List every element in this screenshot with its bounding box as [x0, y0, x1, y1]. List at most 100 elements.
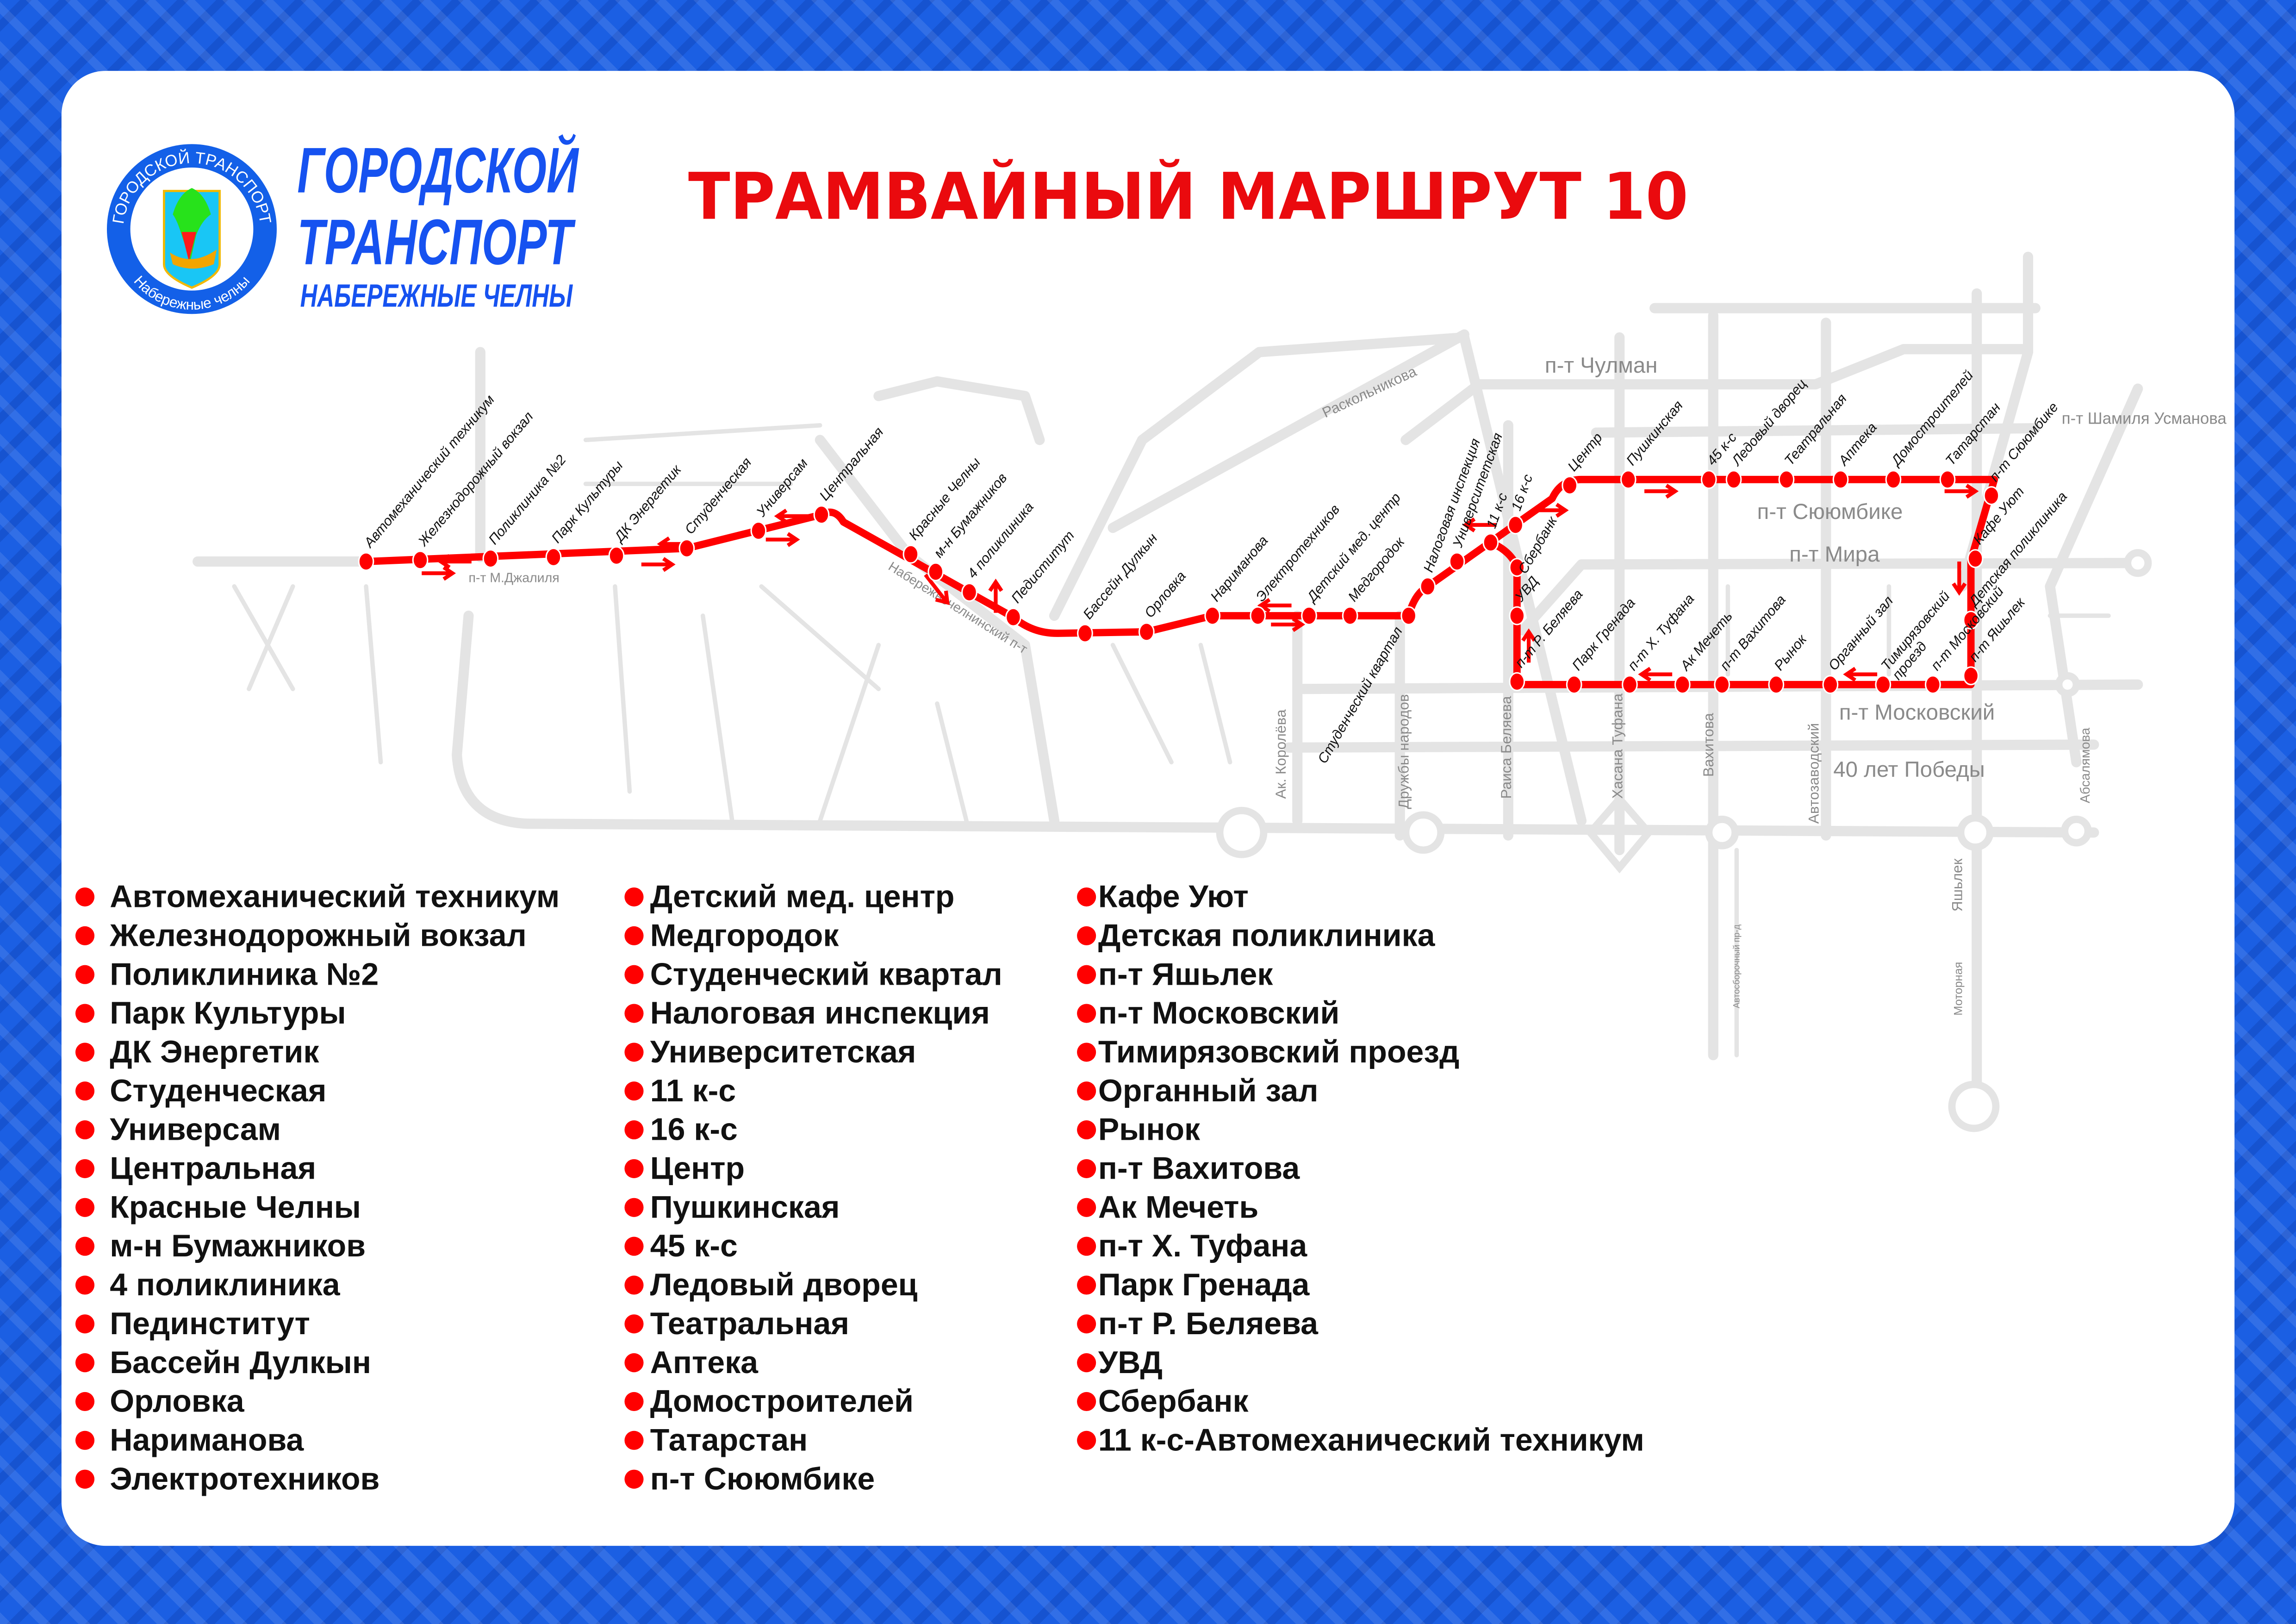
station-dot [1419, 577, 1436, 596]
legend-bullet-icon [624, 1081, 644, 1101]
legend-bullet-icon [1077, 1392, 1096, 1412]
legend-bullet-icon [1077, 1430, 1096, 1450]
direction-arrow-icon [1534, 503, 1569, 518]
station-dot [1714, 675, 1730, 694]
street-label: Хасана Туфана [1609, 693, 1626, 799]
major-street [1400, 344, 2034, 445]
station-dot [1566, 675, 1582, 694]
station-dot [1005, 607, 1021, 627]
legend-item: Студенческая [110, 1073, 326, 1108]
station-dot [1204, 606, 1221, 625]
station-dot [545, 547, 562, 567]
legend-bullet-icon [75, 1043, 95, 1062]
legend-item: Пушкинская [650, 1189, 840, 1224]
legend-item: Ак Мечеть [1098, 1189, 1258, 1224]
major-street [2045, 383, 2143, 768]
legend-item: Поликлиника №2 [110, 956, 379, 992]
legend-item: п-т Сююмбике [650, 1461, 875, 1496]
legend-item: п-т Московский [1098, 995, 1339, 1031]
station-dot [961, 582, 977, 602]
legend-item: 4 поликлиника [110, 1267, 341, 1302]
legend-item: 16 к-с [650, 1112, 738, 1147]
legend-item: Рынок [1098, 1112, 1201, 1147]
direction-arrow-icon [437, 554, 472, 569]
stops-legend: Автомеханический техникум Железнодорожный… [75, 879, 1644, 1496]
legend-item: 11 к-с-Автомеханический техникум [1098, 1422, 1644, 1457]
station-dot [608, 546, 625, 565]
brand-line-2: ТРАНСПОРТ [297, 206, 576, 278]
legend-item: Детская поликлиника [1098, 918, 1436, 953]
street-label: Дружбы народов [1395, 694, 1412, 809]
legend-bullet-icon [624, 1159, 644, 1178]
direction-arrows [422, 484, 1979, 682]
legend-item: Домостроителей [650, 1384, 914, 1419]
direction-arrow-icon [1521, 628, 1537, 663]
legend-item: 45 к-с [650, 1228, 738, 1263]
legend-bullet-icon [624, 1469, 644, 1489]
legend-bullet-icon [624, 1392, 644, 1412]
minor-street [1110, 643, 1174, 765]
legend-bullet-icon [75, 1237, 95, 1256]
legend-item: Медгородок [650, 918, 840, 953]
legend-item: ДК Энергетик [110, 1034, 319, 1069]
legend-bullet-icon [1077, 965, 1096, 984]
station-dot [927, 562, 944, 581]
direction-arrow-icon [1257, 598, 1292, 613]
legend-item: Красные Челны [110, 1189, 361, 1224]
minor-street [364, 584, 383, 765]
street-label: п-т Московский [1839, 700, 1995, 725]
logo-emblem: ГОРОДСКОЙ ТРАНСПОРТ Набережные челны [106, 144, 277, 314]
station-dot [1778, 470, 1795, 489]
direction-arrow-icon [1644, 484, 1679, 499]
legend-bullet-icon [624, 965, 644, 984]
direction-arrow-icon [765, 532, 800, 547]
legend-bullet-icon [75, 1469, 95, 1489]
station-dot [1885, 470, 1902, 489]
legend-bullet-icon [1077, 1081, 1096, 1101]
legend-item: м-н Бумажников [110, 1228, 366, 1263]
legend-item: Детский мед. центр [650, 879, 955, 914]
legend-item: Пединститут [110, 1306, 310, 1341]
legend-bullet-icon [1077, 1159, 1096, 1178]
legend-item: Автомеханический техникум [110, 879, 560, 914]
street-label: Вахитова [1700, 713, 1717, 777]
roundabout [2055, 672, 2080, 697]
station-dot [1509, 606, 1525, 625]
legend-bullet-icon [75, 926, 95, 945]
direction-arrow-icon [1271, 617, 1306, 632]
legend-bullet-icon [75, 1159, 95, 1178]
legend-bullet-icon [75, 1081, 95, 1101]
street-label: 40 лет Победы [1833, 757, 1985, 782]
direction-arrow-icon [1843, 667, 1878, 682]
minor-street [232, 584, 295, 691]
station-dot [1342, 606, 1358, 625]
legend-item: Органный зал [1098, 1073, 1319, 1108]
legend-bullet-icon [75, 887, 95, 907]
roundabout [2061, 815, 2092, 847]
legend-item: Татарстан [650, 1422, 808, 1457]
page-title: ТРАМВАЙНЫЙ МАРШРУТ 10 [688, 159, 1688, 234]
direction-arrow-icon [641, 557, 676, 572]
station-dot [1077, 624, 1093, 643]
legend-item: Железнодорожный вокзал [109, 918, 526, 953]
legend-bullet-icon [624, 887, 644, 907]
direction-arrow-icon [1462, 517, 1497, 532]
legend-item: п-т Яшьлек [1098, 956, 1273, 992]
legend-bullet-icon [624, 926, 644, 945]
legend-bullet-icon [75, 1275, 95, 1295]
station-dot [1509, 672, 1525, 691]
legend-bullet-icon [624, 1353, 644, 1373]
legend-bullet-icon [624, 1430, 644, 1450]
major-street [1591, 423, 2041, 438]
station-dot [1768, 675, 1785, 694]
station-dot [1250, 606, 1266, 625]
legend-bullet-icon [624, 1275, 644, 1295]
station-dot [1875, 675, 1892, 694]
legend-bullet-icon [1077, 1314, 1096, 1334]
legend-bullet-icon [624, 1120, 644, 1140]
legend-bullet-icon [1077, 1198, 1096, 1217]
roundabout [2124, 549, 2152, 577]
legend-bullet-icon [75, 1353, 95, 1373]
